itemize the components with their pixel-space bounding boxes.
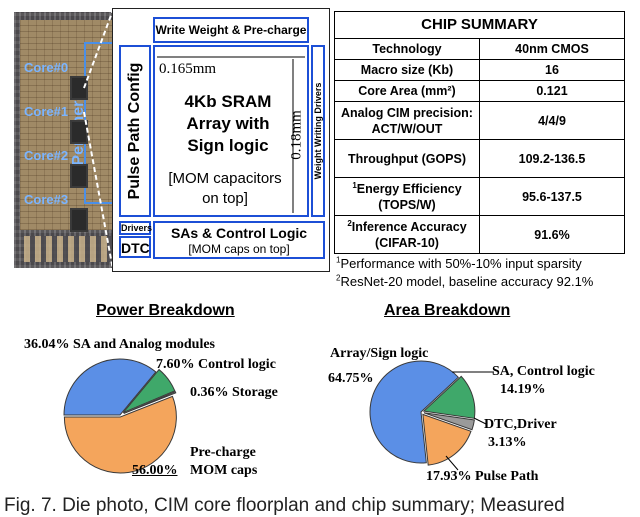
area-label-sa-pct: 14.19% xyxy=(500,382,546,397)
sa-control-note: [MOM caps on top] xyxy=(188,242,290,256)
footnote-2: 2ResNet-20 model, baseline accuracy 92.1… xyxy=(336,274,593,289)
zoom-line-bottom xyxy=(83,111,114,271)
footnote-2-text: ResNet-20 model, baseline accuracy 92.1% xyxy=(340,274,594,289)
core-block-0 xyxy=(70,76,88,100)
summary-param: Technology xyxy=(334,38,480,60)
pie-slice-storage xyxy=(123,391,177,414)
area-label-dtc: DTC,Driver xyxy=(484,417,557,432)
footnote-1: 1Performance with 50%-10% input sparsity xyxy=(336,256,582,271)
pie-slice-pulse-path xyxy=(422,413,472,466)
dimension-arrows xyxy=(157,56,305,213)
area-label-dtc-pct: 3.13% xyxy=(488,435,527,450)
chip-summary-table: CHIP SUMMARY Technology 40nm CMOS Macro … xyxy=(334,11,625,254)
area-label-pulse: 17.93% Pulse Path xyxy=(426,469,539,484)
power-breakdown-title: Power Breakdown xyxy=(96,302,235,319)
array-note-line-1: [MOM capacitors xyxy=(168,170,282,187)
power-label-storage: 0.36% Storage xyxy=(190,385,278,400)
dtc-label: DTC xyxy=(121,240,150,256)
array-title-line-2: Array with xyxy=(186,114,270,133)
drivers-label: Drivers xyxy=(121,223,153,233)
summary-row: Core Area (mm²) 0.121 xyxy=(334,80,625,102)
area-label-sa: SA, Control logic xyxy=(492,364,595,379)
leader-line-pulse xyxy=(445,455,459,471)
sa-control-label: SAs & Control Logic xyxy=(170,225,308,241)
summary-param-text: Inference Accuracy (CIFAR-10) xyxy=(351,219,467,250)
area-label-array: Array/Sign logic xyxy=(330,346,429,361)
power-label-precharge-2: MOM caps xyxy=(190,463,258,478)
summary-row: Technology 40nm CMOS xyxy=(334,38,625,60)
dtc-block: DTC xyxy=(119,236,151,258)
summary-param-text: Energy Efficiency (TOPS/W) xyxy=(356,181,462,212)
core-block-3 xyxy=(70,208,88,232)
area-pie-chart xyxy=(369,360,476,466)
core-label-3: Core#3 xyxy=(24,192,69,207)
power-label-precharge-1: Pre-charge xyxy=(190,445,256,460)
pie-slice-array-sign-logic xyxy=(369,360,460,464)
sa-control-block: SAs & Control Logic [MOM caps on top] xyxy=(153,221,325,259)
footnote-1-text: Performance with 50%-10% input sparsity xyxy=(340,256,582,271)
area-breakdown-title: Area Breakdown xyxy=(384,302,511,319)
pie-slice-sa-and-analog-modules xyxy=(63,358,157,416)
summary-row: Throughput (GOPS) 109.2-136.5 xyxy=(334,139,625,178)
width-dimension: 0.165mm xyxy=(159,61,217,77)
summary-value: 91.6% xyxy=(479,215,625,254)
leader-line-dtc xyxy=(473,417,487,425)
summary-param: Analog CIM precision: ACT/W/OUT xyxy=(334,101,480,140)
power-pie-chart xyxy=(63,358,177,474)
core-label-2: Core#2 xyxy=(24,148,69,163)
pie-slice-pre-charge-mom-caps xyxy=(63,395,177,474)
footnote-marker: 1 xyxy=(352,180,357,190)
summary-row: 1Energy Efficiency (TOPS/W) 95.6-137.5 xyxy=(334,177,625,216)
core-block-2 xyxy=(70,164,88,188)
power-label-sa: 36.04% SA and Analog modules xyxy=(24,337,215,352)
summary-param: Macro size (Kb) xyxy=(334,59,480,81)
summary-row: 2Inference Accuracy (CIFAR-10) 91.6% xyxy=(334,215,625,254)
summary-value: 4/4/9 xyxy=(479,101,625,140)
summary-row: Analog CIM precision: ACT/W/OUT 4/4/9 xyxy=(334,101,625,140)
drivers-block: Drivers xyxy=(119,221,153,235)
power-label-control: 7.60% Control logic xyxy=(156,357,276,372)
core-floorplan: Write Weight & Pre-charge Pulse Path Con… xyxy=(112,8,330,272)
pie-slice-dtc-driver xyxy=(423,412,475,431)
power-label-precharge-pct: 56.00% xyxy=(132,463,178,478)
summary-param: 1Energy Efficiency (TOPS/W) xyxy=(334,177,480,216)
array-title-line-3: Sign logic xyxy=(187,136,269,155)
summary-value: 109.2-136.5 xyxy=(479,139,625,178)
array-note-line-2: on top] xyxy=(202,190,248,207)
area-label-array-pct: 64.75% xyxy=(328,371,374,386)
summary-row: Macro size (Kb) 16 xyxy=(334,59,625,81)
pulse-path-block: Pulse Path Config xyxy=(119,45,151,217)
pie-slice-control-logic xyxy=(122,368,176,414)
summary-param: 2Inference Accuracy (CIFAR-10) xyxy=(334,215,480,254)
core-label-1: Core#1 xyxy=(24,104,69,119)
write-weight-label: Write Weight & Pre-charge xyxy=(155,23,307,37)
footnote-1-marker: 1 xyxy=(336,255,341,265)
summary-param: Core Area (mm²) xyxy=(334,80,480,102)
core-label-0: Core#0 xyxy=(24,60,69,75)
figure-caption: Fig. 7. Die photo, CIM core floorplan an… xyxy=(4,495,565,516)
array-title: 4Kb SRAM Array with Sign logic xyxy=(169,91,287,157)
array-note: [MOM capacitors on top] xyxy=(161,169,289,209)
sram-array-block: 0.165mm 0.18mm 4Kb SRAM Array with Sign … xyxy=(153,45,309,217)
footnote-2-marker: 2 xyxy=(336,273,341,283)
summary-value: 40nm CMOS xyxy=(479,38,625,60)
footnote-marker: 2 xyxy=(347,218,352,228)
zoom-line-top xyxy=(83,9,114,89)
write-weight-block: Write Weight & Pre-charge xyxy=(153,17,309,43)
weight-drivers-block: Weight Writing Drivers xyxy=(311,45,325,217)
array-title-line-1: 4Kb SRAM xyxy=(184,92,272,111)
